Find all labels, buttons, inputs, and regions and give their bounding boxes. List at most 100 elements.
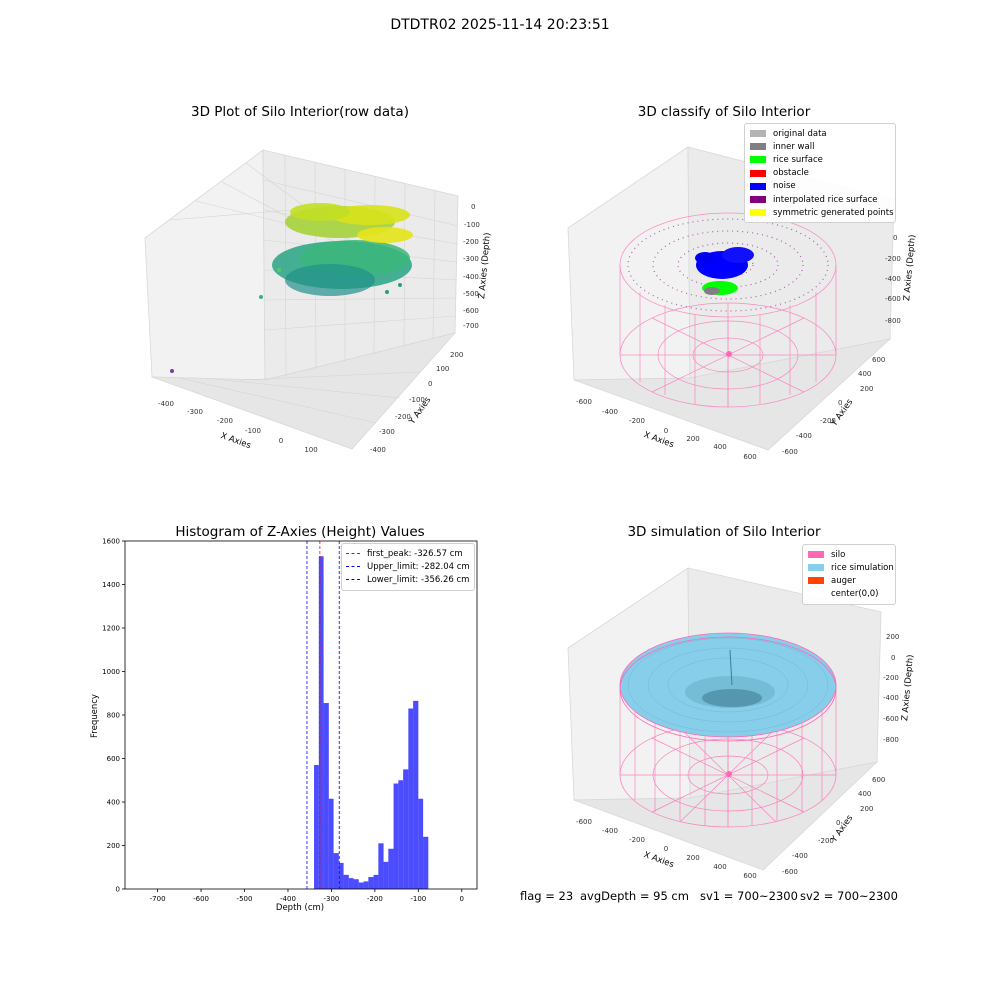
raw-y-tick: -200 — [395, 413, 411, 421]
simulation-x-tick: 600 — [743, 872, 756, 880]
legend-label: interpolated rice surface — [773, 194, 878, 205]
raw-plot-title: 3D Plot of Silo Interior(row data) — [191, 104, 409, 120]
classify-plot-title: 3D classify of Silo Interior — [637, 104, 811, 120]
classify-z-ticks: 0 -200 -400 -600 -800 — [885, 234, 901, 325]
histogram-x-label: Depth (cm) — [276, 903, 324, 913]
simulation-x-ticks: -600 -400 -200 0 200 400 600 — [576, 818, 757, 880]
classify-3d-plot: -600 -400 -200 0 200 400 600 X Axies -60… — [567, 146, 918, 461]
classify-y-tick: 400 — [858, 370, 871, 378]
legend-label: first_peak: -326.57 cm — [367, 548, 463, 559]
footer-flag: flag = 23 — [520, 889, 574, 903]
legend-swatch — [750, 182, 766, 190]
histogram-x-tick-label: -200 — [367, 895, 383, 903]
legend-label: symmetric generated points — [773, 207, 894, 218]
classify-noise-points — [695, 247, 754, 279]
classify-z-tick: -800 — [885, 317, 901, 325]
legend-item-auger: auger — [808, 574, 890, 587]
classify-z-tick: -200 — [885, 255, 901, 263]
histogram-bar — [393, 783, 399, 889]
histogram-bar — [373, 874, 379, 889]
histogram-y-tick-label: 800 — [107, 712, 120, 720]
histogram-y-tick-label: 0 — [116, 886, 120, 894]
classify-x-tick: 0 — [664, 427, 668, 435]
classify-x-tick: 200 — [686, 435, 699, 443]
histogram-y-tick-label: 1200 — [102, 625, 120, 633]
legend-item-silo: silo — [808, 548, 890, 561]
simulation-center-marker — [726, 771, 732, 777]
histogram-bar — [388, 848, 394, 889]
classify-x-tick: -400 — [602, 408, 618, 416]
histogram-y-label: Frequency — [90, 694, 100, 738]
legend-item-interpolated-rice-surface: interpolated rice surface — [750, 193, 890, 206]
raw-x-tick: -200 — [217, 417, 233, 425]
legend-label: rice surface — [773, 154, 823, 165]
raw-x-tick: 100 — [304, 446, 317, 454]
simulation-legend: silo rice simulation auger center(0,0) — [802, 544, 896, 605]
raw-3d-y-ticks: -400 -300 -200 -100 0 100 200 — [370, 351, 463, 454]
classify-y-ticks: -600 -400 -200 0 200 400 600 — [782, 356, 885, 456]
histogram-bar — [318, 556, 324, 889]
histogram-bar — [363, 881, 369, 889]
simulation-x-label: X Axies — [642, 850, 675, 870]
legend-swatch — [750, 169, 766, 177]
simulation-y-tick: -200 — [818, 837, 834, 845]
raw-x-tick: -300 — [187, 408, 203, 416]
histogram-bar — [328, 798, 334, 889]
histogram-y-tick-label: 1400 — [102, 581, 120, 589]
raw-z-tick: -500 — [463, 290, 479, 298]
raw-y-tick: 0 — [428, 380, 432, 388]
legend-swatch — [750, 130, 766, 138]
classify-x-tick: -600 — [576, 398, 592, 406]
simulation-y-tick: 600 — [872, 776, 885, 784]
raw-z-label: Z Axies (Depth) — [477, 232, 493, 299]
simulation-z-tick: -200 — [883, 674, 899, 682]
footer-sv1: sv1 = 700~2300 — [700, 889, 798, 903]
raw-z-tick: -100 — [464, 221, 480, 229]
classify-x-label: X Axies — [642, 430, 675, 450]
raw-x-tick: 0 — [279, 437, 283, 445]
classify-y-tick: 0 — [838, 399, 842, 407]
simulation-z-tick: 200 — [886, 633, 899, 641]
histogram-x-tick-label: -700 — [150, 895, 166, 903]
simulation-y-ticks: -600 -400 -200 0 200 400 600 — [782, 776, 885, 876]
classify-rice-surface-points — [702, 281, 738, 295]
classify-z-tick: 0 — [893, 234, 897, 242]
legend-item-noise: noise — [750, 180, 890, 193]
classify-y-tick: -400 — [796, 432, 812, 440]
histogram-bar — [408, 708, 414, 889]
histogram-bar — [403, 769, 409, 889]
legend-label: auger — [831, 575, 856, 586]
footer-avg-depth: avgDepth = 95 cm — [580, 889, 689, 903]
simulation-x-tick: 200 — [686, 854, 699, 862]
legend-line-blue — [346, 566, 360, 568]
classify-y-tick: -200 — [820, 417, 836, 425]
histogram-x-tick-label: 0 — [460, 895, 464, 903]
legend-label: noise — [773, 181, 796, 192]
histogram-bar — [343, 874, 349, 889]
simulation-plot-title: 3D simulation of Silo Interior — [627, 524, 821, 540]
histogram-legend: first_peak: -326.57 cm Upper_limit: -282… — [341, 543, 475, 591]
raw-z-tick: -200 — [463, 238, 479, 246]
histogram-bar — [398, 780, 404, 889]
histogram-bar — [383, 861, 389, 889]
classify-y-tick: 600 — [872, 356, 885, 364]
classify-center-marker — [726, 351, 732, 357]
raw-y-tick: 100 — [436, 365, 449, 373]
legend-label: original data — [773, 128, 827, 139]
simulation-x-tick: -600 — [576, 818, 592, 826]
legend-item-symmetric-generated-points: symmetric generated points — [750, 206, 894, 219]
classify-y-tick: -600 — [782, 448, 798, 456]
legend-line-red — [346, 553, 360, 555]
histogram-plot-area: -700 -600 -500 -400 -300 -200 -100 0 0 200 400 600 8… — [102, 538, 478, 903]
raw-z-tick: 0 — [471, 203, 475, 211]
simulation-x-tick: -200 — [629, 836, 645, 844]
histogram-bar — [323, 703, 329, 889]
legend-swatch — [808, 551, 824, 559]
histogram-x-tick-label: -600 — [193, 895, 209, 903]
classify-x-tick: -200 — [629, 417, 645, 425]
simulation-z-tick: -600 — [883, 715, 899, 723]
classify-x-tick: 400 — [713, 443, 726, 451]
legend-item-lower-limit: Lower_limit: -356.26 cm — [346, 573, 470, 586]
histogram-y-tick-label: 400 — [107, 799, 120, 807]
raw-z-tick: -300 — [463, 255, 479, 263]
